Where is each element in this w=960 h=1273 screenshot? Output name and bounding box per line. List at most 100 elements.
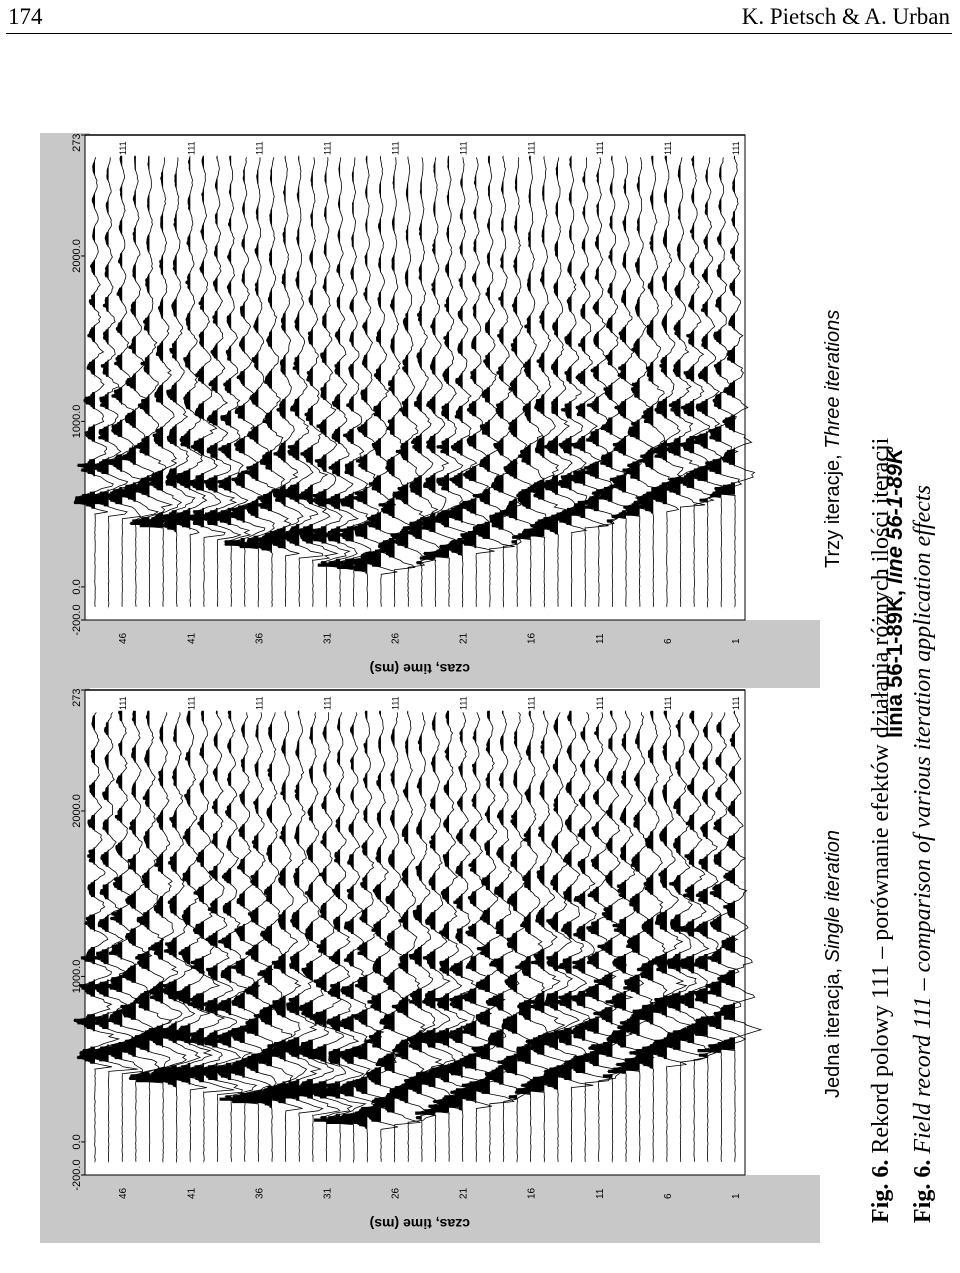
trace-wiggle [171,157,208,607]
trace-wiggle [438,157,479,607]
trace-number-label: 11 [595,633,606,644]
record-label: 111 [527,141,537,155]
time-tick-label: 2731.0 [71,688,83,707]
record-label: 111 [186,141,196,155]
trace-wiggle [496,712,544,1162]
trace-wiggle [96,712,146,1162]
seismic-panel-single-iteration: czas, time (ms) -200.0 0.0 1000.0 2000.0 2731… [40,688,820,1243]
record-label: 111 [118,141,128,155]
time-tick-label: 2731.0 [71,133,83,152]
trace-wiggle [154,712,202,1162]
time-axis-band [40,133,90,688]
trace-wiggle [632,157,675,607]
trace-wiggle [671,157,715,607]
trace-wiggle [198,157,242,607]
trace-wiggle [187,157,226,607]
trace-wiggle [236,157,276,607]
trace-number-label: 6 [663,638,674,644]
trace-number-label: 1 [731,1193,742,1199]
trace-wiggle [304,157,351,607]
trace-wiggle [353,712,407,1162]
trace-wiggle [489,157,523,607]
trace-wiggle [414,157,457,607]
time-tick-label: 2000.0 [71,239,83,273]
trace-wiggle [232,712,280,1162]
trace-number-label: 36 [254,1187,265,1199]
running-head: K. Pietsch & A. Urban [741,4,950,29]
time-tick-label: -200.0 [71,1159,83,1190]
trace-number-label: 26 [391,1187,402,1199]
trace-wiggle [282,157,324,607]
seismic-traces [73,710,763,1164]
trace-wiggle [211,157,252,607]
trace-number-label: 41 [186,632,197,644]
trace-number-label: 1 [731,638,742,644]
trace-wiggle [604,712,655,1162]
trace-wiggle [390,157,434,607]
trace-wiggle [223,157,266,607]
record-label: 111 [459,141,469,155]
time-tick-label: 1000.0 [71,405,83,439]
trace-wiggle [591,157,635,607]
trace-wiggle [685,157,731,607]
header-rule [6,33,952,34]
record-label: 111 [595,696,605,710]
time-tick-label: 0.0 [71,579,83,594]
trace-wiggle [499,157,536,607]
trace-number-label: 11 [595,1188,606,1199]
trace-number-label: 6 [663,1193,674,1199]
record-label: 111 [595,141,605,155]
trace-wiggle [566,157,609,607]
trace-wiggle [338,712,390,1162]
record-labels: 111 111 111 111 111 111 111 111 111 111 [118,696,741,710]
trace-wiggle [86,712,138,1162]
trace-wiggle [521,157,567,607]
trace-wiggle [484,712,528,1162]
page-number: 174 [8,4,43,29]
trace-wiggle [562,712,611,1162]
trace-wiggle [427,712,471,1162]
trace-wiggle [114,157,160,607]
trace-wiggle [654,712,708,1162]
record-label: 111 [254,696,264,710]
record-label: 111 [663,696,673,710]
trace-wiggle [670,712,717,1162]
time-tick-label: -200.0 [71,604,83,635]
caption-polish: Fig. 6. Rekord polowy 111 – porównanie e… [868,437,894,1223]
seismic-panel-three-iterations: czas, time (ms) -200.0 0.0 1000.0 2000.0 2731… [40,133,820,688]
trace-wiggle [162,712,214,1162]
trace-wiggle [621,157,662,607]
trace-number-label: 46 [118,1187,129,1199]
record-label: 111 [731,141,741,155]
seismic-record-svg: czas, time (ms) -200.0 0.0 1000.0 2000.0 2731… [40,688,820,1243]
trace-wiggle [650,157,684,607]
trace-wiggle [323,712,381,1162]
trace-wiggle [249,712,294,1162]
record-label: 111 [391,696,401,710]
trace-wiggle [211,712,258,1162]
trace-wiggle [512,157,555,607]
trace-wiggle [139,157,183,607]
trace-wiggle [551,157,591,607]
trace-wiggle [695,712,747,1162]
trace-number-label: 21 [459,1187,470,1199]
trace-wiggle [614,712,665,1162]
record-label: 111 [391,141,401,155]
trace-number-label: 21 [459,632,470,644]
y-axis-label: czas, time (ms) [370,661,470,677]
trace-wiggle [128,157,174,607]
trace-wiggle [193,712,243,1162]
record-label: 111 [322,696,332,710]
trace-wiggle [317,157,359,607]
trace-wiggle [347,157,385,607]
caption-english: Fig. 6. Field record 111 – comparison of… [910,485,936,1223]
trace-wiggle [587,712,638,1162]
trace-wiggle [422,157,469,607]
trace-wiggle [114,712,160,1162]
trace-wiggle [432,712,488,1162]
plot-area [84,134,746,621]
trace-wiggle [250,157,292,607]
trace-wiggle [543,712,594,1162]
trace-wiggle [123,712,173,1162]
